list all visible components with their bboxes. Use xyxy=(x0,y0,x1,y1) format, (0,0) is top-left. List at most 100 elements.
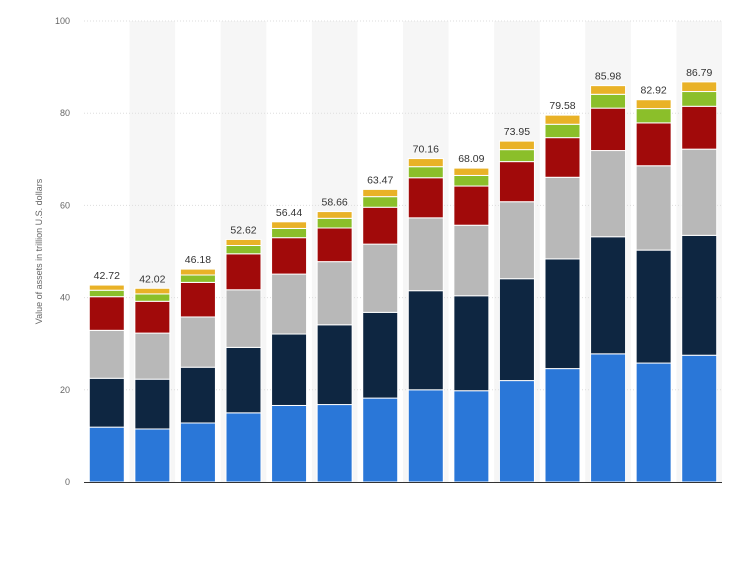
bar-total-label: 68.09 xyxy=(458,153,484,165)
bar-segment-1 xyxy=(316,404,353,483)
bar-segment-2 xyxy=(498,278,535,382)
bar-segment-6 xyxy=(362,188,399,198)
bar-total-label: 42.72 xyxy=(94,270,120,282)
bar-segment-3 xyxy=(681,148,718,236)
bar-total-label: 42.02 xyxy=(139,273,165,285)
bar-segment-6 xyxy=(635,99,672,110)
bar-segment-5 xyxy=(88,289,125,298)
bar-segment-1 xyxy=(544,368,581,483)
bar-segment-3 xyxy=(453,224,490,297)
bar-segment-6 xyxy=(316,211,353,219)
bar-segment-3 xyxy=(590,150,627,238)
bar-segment-2 xyxy=(134,378,171,430)
bar-segment-2 xyxy=(316,324,353,406)
bar-segment-6 xyxy=(225,238,262,247)
bar-segment-3 xyxy=(271,273,308,335)
bar-segment-1 xyxy=(681,354,718,483)
bar-segment-4 xyxy=(681,105,718,150)
bar-segment-1 xyxy=(498,380,535,483)
bar-segment-3 xyxy=(225,289,262,348)
bar-segment-5 xyxy=(225,245,262,255)
bar-segment-5 xyxy=(407,166,444,179)
bar-segment-1 xyxy=(453,390,490,483)
bar-segment-3 xyxy=(407,217,444,292)
bar-segment-4 xyxy=(544,137,581,178)
bar-segment-4 xyxy=(407,177,444,219)
bar-segment-5 xyxy=(590,93,627,109)
bar-segment-6 xyxy=(590,85,627,95)
bar-total-label: 52.62 xyxy=(230,224,256,236)
bar-segment-2 xyxy=(362,311,399,399)
bar-segment-6 xyxy=(498,140,535,151)
bar-total-label: 58.66 xyxy=(322,197,348,209)
bar-segment-1 xyxy=(88,426,125,483)
bar-segment-2 xyxy=(453,295,490,392)
bar-total-label: 70.16 xyxy=(413,144,439,156)
bar-segment-4 xyxy=(271,237,308,275)
bar-segment-2 xyxy=(681,234,718,356)
bar-segment-4 xyxy=(635,122,672,167)
bar-segment-3 xyxy=(635,165,672,251)
bar-total-label: 86.79 xyxy=(686,67,712,79)
bar-segment-2 xyxy=(179,366,216,424)
bar-segment-5 xyxy=(316,217,353,229)
bar-total-label: 85.98 xyxy=(595,71,621,83)
bar-segment-5 xyxy=(362,196,399,208)
bar-segment-3 xyxy=(362,243,399,313)
bar-segment-4 xyxy=(179,281,216,318)
bar-segment-3 xyxy=(544,176,581,260)
bar-segment-4 xyxy=(590,107,627,152)
bar-segment-5 xyxy=(498,149,535,163)
bars xyxy=(88,81,718,483)
bar-segment-4 xyxy=(362,206,399,245)
bar-segment-5 xyxy=(544,123,581,139)
bar-segment-4 xyxy=(134,300,171,334)
bar-segment-3 xyxy=(134,332,171,380)
bar-total-label: 73.95 xyxy=(504,126,530,138)
bar-segment-1 xyxy=(134,428,171,483)
bar-segment-1 xyxy=(590,353,627,483)
bar-segment-4 xyxy=(225,253,262,291)
bar-segment-2 xyxy=(544,258,581,370)
bar-segment-3 xyxy=(498,201,535,280)
bar-segment-3 xyxy=(179,316,216,368)
bar-segment-6 xyxy=(179,268,216,276)
y-tick-label: 80 xyxy=(60,108,70,118)
bar-total-label: 56.44 xyxy=(276,207,302,219)
bar-segment-4 xyxy=(88,296,125,331)
y-axis-ticks: 0 20 40 60 80 100 xyxy=(55,16,70,487)
bar-segment-5 xyxy=(134,293,171,302)
bar-segment-5 xyxy=(179,274,216,283)
bar-segment-6 xyxy=(134,287,171,295)
total-labels: 42.72 42.02 46.18 52.62 56.44 58.66 63.47 70.16… xyxy=(94,67,713,285)
bar-segment-6 xyxy=(681,81,718,93)
bar-segment-4 xyxy=(498,161,535,203)
bar-segment-6 xyxy=(88,284,125,291)
bar-segment-2 xyxy=(635,249,672,364)
bar-total-label: 79.58 xyxy=(549,100,575,112)
bar-segment-6 xyxy=(271,221,308,229)
bar-segment-4 xyxy=(453,185,490,226)
bar-segment-3 xyxy=(88,329,125,379)
bar-segment-2 xyxy=(590,236,627,355)
bar-segment-5 xyxy=(635,108,672,124)
bar-segment-2 xyxy=(407,290,444,391)
bar-segment-1 xyxy=(635,362,672,483)
y-tick-label: 40 xyxy=(60,293,70,303)
bar-total-label: 46.18 xyxy=(185,254,211,266)
bar-segment-6 xyxy=(407,158,444,168)
bar-segment-3 xyxy=(316,261,353,326)
bar-segment-6 xyxy=(453,167,490,176)
bar-segment-2 xyxy=(88,377,125,428)
bar-segment-1 xyxy=(271,404,308,483)
bar-segment-1 xyxy=(407,389,444,483)
bar-segment-2 xyxy=(225,346,262,414)
y-axis-title: Value of assets in trillion U.S. dollars xyxy=(34,178,44,324)
bar-segment-1 xyxy=(225,412,262,483)
bar-total-label: 63.47 xyxy=(367,174,393,186)
bar-total-label: 82.92 xyxy=(641,85,667,97)
bar-segment-1 xyxy=(362,397,399,483)
bar-segment-6 xyxy=(544,114,581,125)
